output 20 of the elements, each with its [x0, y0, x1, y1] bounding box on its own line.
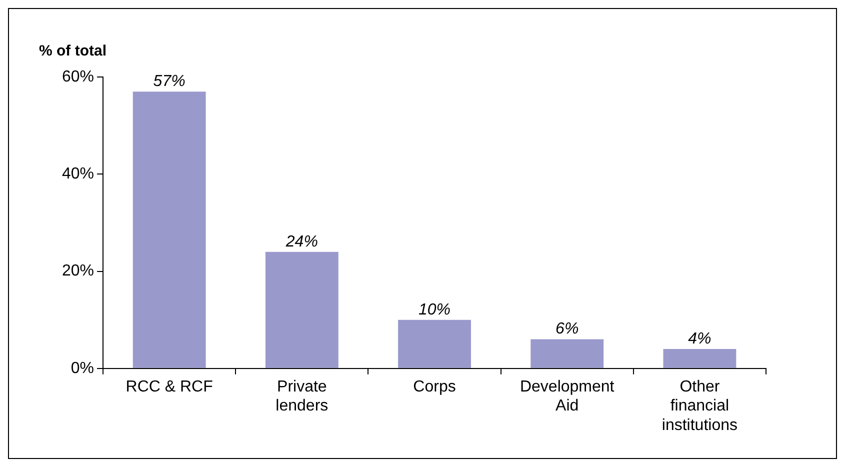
y-tick-label: 40%	[62, 166, 94, 183]
bar	[663, 348, 736, 368]
data-label: 57%	[153, 73, 186, 90]
bar	[398, 320, 471, 368]
data-label: 6%	[556, 320, 579, 338]
y-axis-title: % of total	[39, 42, 106, 60]
x-tick-label: Corps	[413, 378, 456, 396]
y-tick-label: 60%	[62, 68, 94, 86]
bar	[265, 252, 338, 368]
data-label: 10%	[418, 301, 451, 318]
bar	[132, 92, 206, 368]
data-label: 24%	[284, 233, 318, 250]
x-tick-label: Other financial institutions	[662, 378, 738, 434]
y-tick-label: 20%	[62, 262, 94, 280]
bar	[530, 339, 604, 368]
x-tick-label: Development Aid	[520, 378, 615, 415]
x-tick-label: RCC & RCF	[126, 378, 214, 396]
y-tick-label: 0%	[70, 360, 94, 377]
x-tick-label: Private lenders	[276, 378, 328, 415]
data-label: 4%	[688, 330, 712, 348]
